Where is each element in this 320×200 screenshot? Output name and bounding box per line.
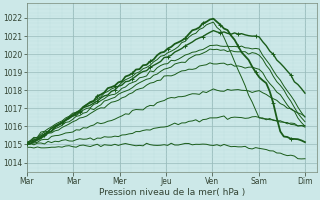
X-axis label: Pression niveau de la mer( hPa ): Pression niveau de la mer( hPa ) xyxy=(99,188,245,197)
